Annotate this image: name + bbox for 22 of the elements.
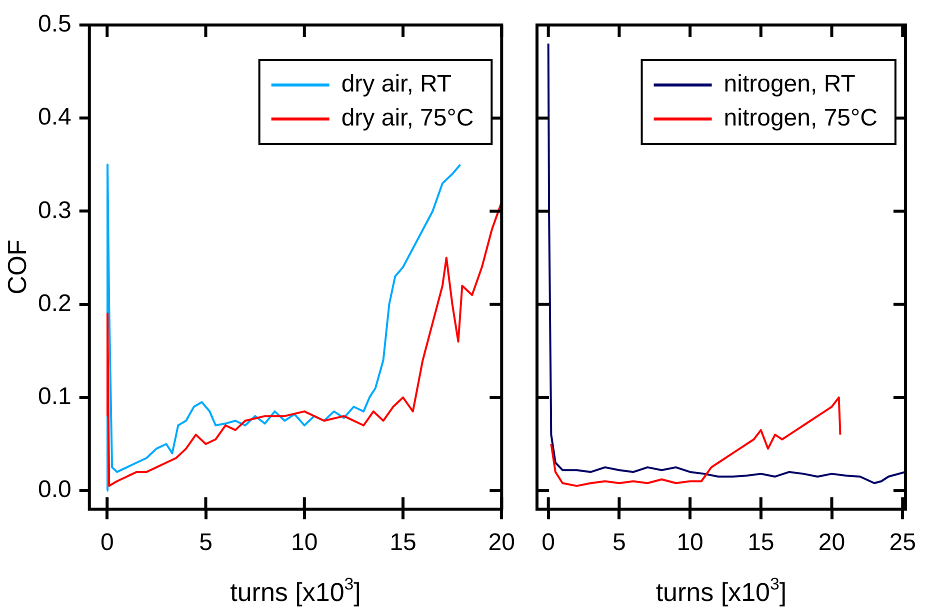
legend-label: nitrogen, 75°C <box>724 104 878 132</box>
x-tick-label: 25 <box>889 529 916 556</box>
x-tick-label: 10 <box>291 529 318 556</box>
x-tick-label: 0 <box>100 529 114 556</box>
legend-label: nitrogen, RT <box>724 70 856 98</box>
x-tick-label: 15 <box>748 529 774 556</box>
legend-label: dry air, 75°C <box>341 104 474 132</box>
legend-label: dry air, RT <box>341 70 452 98</box>
y-tick-label: 0.3 <box>38 196 72 224</box>
x-tick-label: 5 <box>199 529 212 556</box>
y-tick-label: 0.5 <box>38 10 72 38</box>
x-tick-label: 15 <box>390 529 416 556</box>
y-axis-title: COF <box>2 240 32 295</box>
x-tick-label: 10 <box>676 529 704 556</box>
y-tick-label: 0.2 <box>38 290 72 317</box>
y-tick-label: 0.1 <box>38 383 72 410</box>
y-tick-label: 0.0 <box>38 476 72 504</box>
x-tick-label: 20 <box>818 529 846 556</box>
x-tick-label: 5 <box>612 529 626 556</box>
y-tick-label: 0.4 <box>38 104 72 131</box>
x-tick-label: 0 <box>542 529 556 556</box>
x-tick-label: 20 <box>488 529 516 556</box>
